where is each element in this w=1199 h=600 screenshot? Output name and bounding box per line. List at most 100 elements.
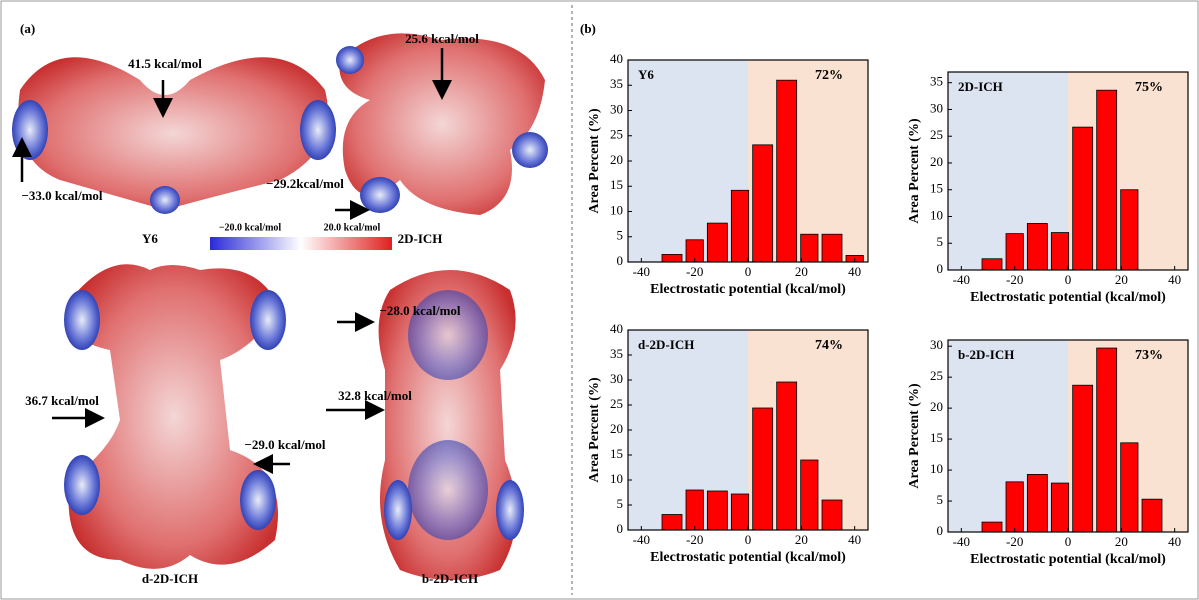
- panel-label: (a): [20, 21, 35, 36]
- bar: [1005, 481, 1024, 533]
- bar: [1026, 473, 1048, 533]
- y-tick-label: 20: [610, 152, 623, 167]
- annotation: 72%: [815, 68, 843, 83]
- y-tick-label: 30: [930, 337, 943, 352]
- annotation: 75%: [1135, 80, 1163, 95]
- bar: [685, 489, 704, 531]
- molecule-name: Y6: [142, 231, 158, 246]
- y-axis-label: Area Percent (%): [587, 377, 602, 483]
- y-tick-label: 5: [617, 496, 624, 511]
- bar: [981, 521, 1003, 533]
- x-tick-label: 40: [848, 532, 861, 547]
- annotation: −29.2kcal/mol: [266, 176, 344, 191]
- bar: [776, 381, 798, 531]
- y-tick-label: 15: [610, 446, 623, 461]
- y-tick-label: 5: [937, 492, 944, 507]
- bar: [706, 490, 728, 531]
- x-tick-label: -20: [686, 264, 703, 279]
- y-tick-label: 20: [610, 421, 623, 436]
- chart-title: 2D-ICH: [958, 79, 1003, 94]
- bar: [1005, 233, 1024, 271]
- x-tick-label: 40: [1168, 272, 1181, 287]
- molecule-name: d-2D-ICH: [142, 571, 198, 586]
- y-tick-label: 40: [610, 51, 623, 66]
- y-tick-label: 0: [617, 253, 624, 268]
- x-tick-label: -20: [1006, 272, 1023, 287]
- x-tick-label: 20: [795, 264, 808, 279]
- annotation: −29.0 kcal/mol: [244, 437, 325, 452]
- annotation: 32.8 kcal/mol: [338, 388, 412, 403]
- bar: [776, 79, 798, 263]
- bar: [981, 258, 1003, 271]
- bar: [661, 254, 683, 263]
- y-tick-label: 35: [610, 346, 623, 361]
- x-tick-label: -40: [633, 264, 650, 279]
- negative-region: [628, 60, 748, 262]
- y-tick-label: 10: [610, 202, 623, 217]
- bar: [730, 189, 750, 263]
- y-tick-label: 35: [610, 76, 623, 91]
- annotation: 41.5 kcal/mol: [128, 56, 202, 71]
- bar: [661, 514, 683, 531]
- y-tick-label: 25: [610, 396, 623, 411]
- y-tick-label: 35: [930, 74, 943, 89]
- bar: [1072, 126, 1094, 271]
- y-tick-label: 25: [610, 127, 623, 142]
- x-axis-label: Electrostatic potential (kcal/mol): [650, 282, 846, 297]
- bar: [821, 233, 843, 263]
- y-axis-label: Area Percent (%): [907, 383, 922, 489]
- y-tick-label: 30: [610, 101, 623, 116]
- annotation: −28.0 kcal/mol: [379, 303, 460, 318]
- chart-title: Y6: [638, 67, 654, 82]
- bar: [800, 459, 819, 531]
- x-tick-label: 0: [1065, 534, 1072, 549]
- annotation: 25.6 kcal/mol: [405, 31, 479, 46]
- bar: [752, 407, 774, 531]
- x-tick-label: -20: [1006, 534, 1023, 549]
- y-tick-label: 15: [610, 177, 623, 192]
- y-tick-label: 25: [930, 127, 943, 142]
- bar: [1050, 482, 1070, 533]
- bar: [1096, 89, 1118, 271]
- y-tick-label: 15: [930, 181, 943, 196]
- y-tick-label: 10: [610, 471, 623, 486]
- bar: [1050, 232, 1070, 271]
- bar: [730, 493, 750, 531]
- y-tick-label: 15: [930, 430, 943, 445]
- y-tick-label: 20: [930, 154, 943, 169]
- annotation: −33.0 kcal/mol: [21, 188, 102, 203]
- y-tick-label: 5: [937, 234, 944, 249]
- x-axis-label: Electrostatic potential (kcal/mol): [970, 552, 1166, 567]
- x-tick-label: 0: [745, 264, 752, 279]
- y-tick-label: 0: [937, 261, 944, 276]
- x-tick-label: -40: [953, 534, 970, 549]
- bar: [1096, 347, 1118, 533]
- x-tick-label: 20: [1115, 272, 1128, 287]
- bar: [1026, 223, 1048, 271]
- colorbar-label: −20.0 kcal/mol: [219, 222, 282, 233]
- bar: [752, 144, 774, 263]
- y-tick-label: 25: [930, 368, 943, 383]
- colorbar-label: 20.0 kcal/mol: [324, 222, 381, 233]
- annotation: 73%: [1135, 348, 1163, 363]
- molecule-name: 2D-ICH: [398, 231, 443, 246]
- x-axis-label: Electrostatic potential (kcal/mol): [970, 290, 1166, 305]
- x-tick-label: -40: [953, 272, 970, 287]
- annotation: 74%: [815, 338, 843, 353]
- x-tick-label: 40: [1168, 534, 1181, 549]
- y-tick-label: 40: [610, 321, 623, 336]
- y-tick-label: 0: [937, 523, 944, 538]
- y-tick-label: 5: [617, 228, 624, 243]
- bar: [1120, 442, 1139, 533]
- y-tick-label: 30: [930, 100, 943, 115]
- y-tick-label: 20: [930, 399, 943, 414]
- bar: [1120, 189, 1139, 271]
- x-tick-label: 20: [795, 532, 808, 547]
- chart-title: d-2D-ICH: [638, 337, 694, 352]
- x-tick-label: -40: [633, 532, 650, 547]
- x-axis-label: Electrostatic potential (kcal/mol): [650, 550, 846, 565]
- y-tick-label: 0: [617, 521, 624, 536]
- x-tick-label: 40: [848, 264, 861, 279]
- x-tick-label: 0: [745, 532, 752, 547]
